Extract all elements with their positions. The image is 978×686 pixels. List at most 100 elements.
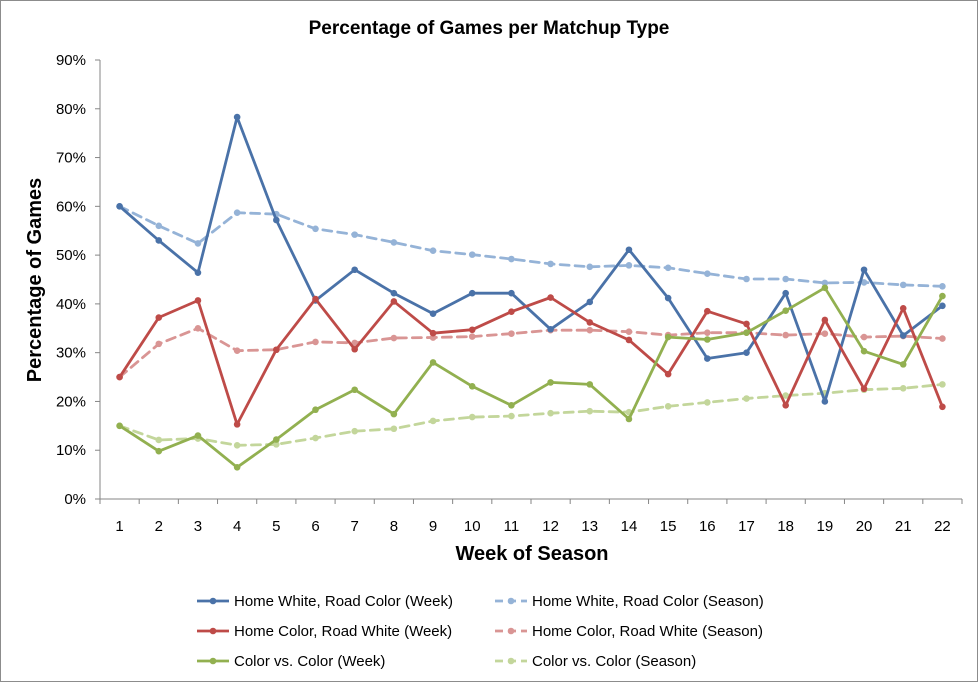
x-tick-label: 10 [464, 518, 481, 535]
data-point [351, 427, 358, 435]
data-point [155, 237, 163, 244]
legend-swatch-marker [209, 657, 217, 665]
data-point [429, 359, 437, 366]
y-tick-label: 90% [56, 52, 86, 69]
data-point [899, 304, 907, 312]
data-point [155, 222, 163, 230]
data-point [351, 386, 358, 394]
data-point [704, 307, 711, 315]
data-point [547, 379, 554, 386]
data-point [508, 255, 515, 263]
data-point [899, 361, 907, 368]
data-point [468, 383, 476, 390]
data-point [468, 333, 476, 340]
data-point [782, 392, 789, 399]
data-point [351, 345, 358, 353]
series-1 [116, 113, 946, 405]
data-point [273, 436, 280, 443]
data-point [468, 413, 476, 421]
y-tick-label: 10% [56, 442, 86, 459]
axes: 0%10%20%30%40%50%60%70%80%90%1 2 3 4 5 6 7 8 9 10… [56, 52, 963, 535]
data-point [664, 294, 672, 302]
legend-label: Home White, Road Color (Season) [532, 593, 764, 610]
data-point [468, 326, 476, 334]
data-point [155, 314, 163, 321]
data-point [704, 399, 711, 406]
data-point [547, 409, 554, 417]
data-point [586, 298, 594, 306]
data-point [351, 266, 358, 274]
data-point [351, 231, 358, 238]
data-point [233, 113, 241, 121]
data-point [508, 412, 515, 420]
data-point [116, 203, 123, 210]
data-point [312, 406, 319, 414]
data-point [625, 336, 633, 344]
x-tick-label: 17 [738, 518, 755, 535]
data-point [939, 302, 946, 310]
data-point [233, 421, 241, 428]
data-point [743, 275, 750, 283]
data-point [233, 463, 241, 471]
x-tick-label: 16 [699, 518, 716, 535]
y-tick-label: 30% [56, 345, 86, 362]
data-point [390, 289, 398, 297]
data-point [860, 347, 868, 355]
data-point [939, 292, 946, 300]
data-point [939, 335, 946, 342]
data-point [782, 289, 789, 297]
data-point [116, 422, 123, 430]
series-line [118, 286, 944, 469]
x-tick-label: 6 [311, 518, 319, 535]
data-point [468, 251, 476, 258]
x-tick-label: 2 [155, 518, 163, 535]
data-point [312, 434, 319, 442]
data-point [821, 398, 829, 405]
y-axis-title: Percentage of Games [24, 178, 46, 383]
series-line [118, 296, 944, 426]
data-point [782, 307, 789, 315]
series-line [118, 326, 944, 379]
data-point [625, 262, 633, 269]
data-point [899, 332, 907, 339]
x-tick-label: 22 [934, 518, 951, 535]
data-point [390, 410, 398, 418]
series-5 [116, 284, 946, 471]
data-point [194, 297, 202, 304]
data-point [664, 370, 672, 378]
data-point [547, 260, 554, 268]
data-point [664, 333, 672, 341]
data-point [390, 425, 398, 433]
series-line [118, 115, 944, 403]
data-point [273, 346, 280, 354]
x-tick-label: 21 [895, 518, 912, 535]
data-point [860, 279, 868, 286]
data-point [625, 246, 633, 254]
data-point [586, 326, 594, 334]
data-point [390, 239, 398, 246]
data-point [155, 436, 163, 444]
data-point [233, 442, 241, 449]
y-tick-label: 70% [56, 150, 86, 167]
data-point [116, 373, 123, 381]
data-point [390, 298, 398, 305]
y-tick-label: 40% [56, 296, 86, 313]
x-tick-label: 3 [194, 518, 202, 535]
y-tick-label: 0% [64, 491, 86, 508]
data-point [194, 324, 202, 332]
data-point [939, 403, 946, 411]
series-6 [116, 381, 946, 449]
chart-title: Percentage of Games per Matchup Type [309, 18, 670, 39]
legend-swatch-marker [507, 627, 515, 635]
y-tick-label: 80% [56, 101, 86, 118]
data-point [468, 289, 476, 297]
x-tick-label: 18 [777, 518, 794, 535]
data-point [899, 384, 907, 392]
data-point [508, 308, 515, 315]
y-tick-label: 60% [56, 198, 86, 215]
data-point [429, 417, 437, 425]
x-tick-label: 20 [856, 518, 873, 535]
data-point [821, 330, 829, 337]
